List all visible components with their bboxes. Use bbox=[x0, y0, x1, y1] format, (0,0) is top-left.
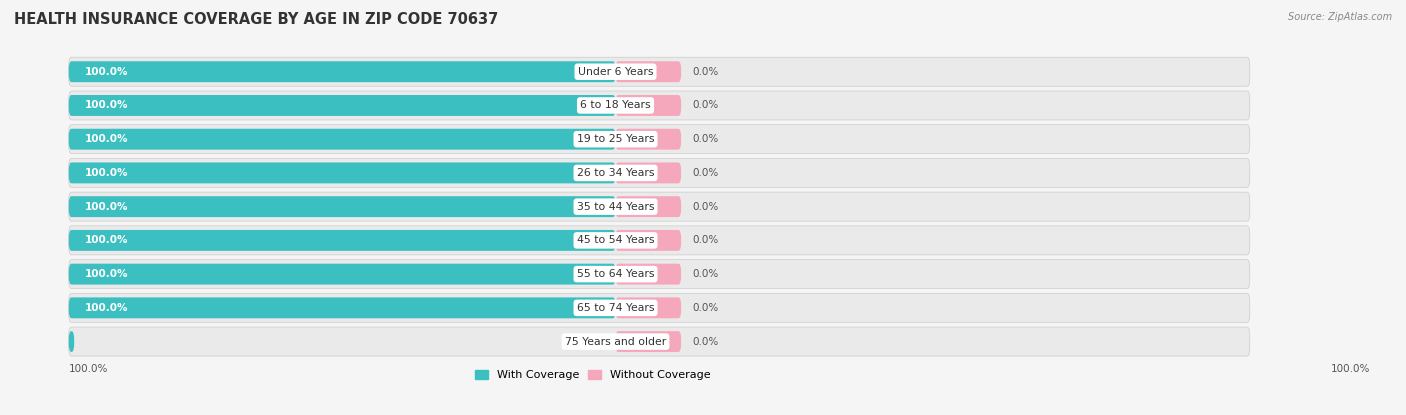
Text: 35 to 44 Years: 35 to 44 Years bbox=[576, 202, 654, 212]
Text: 100.0%: 100.0% bbox=[86, 67, 128, 77]
Text: 45 to 54 Years: 45 to 54 Years bbox=[576, 235, 654, 245]
FancyBboxPatch shape bbox=[69, 298, 616, 318]
Text: 26 to 34 Years: 26 to 34 Years bbox=[576, 168, 654, 178]
Text: 0.0%: 0.0% bbox=[692, 202, 718, 212]
FancyBboxPatch shape bbox=[69, 293, 1250, 322]
Text: 100.0%: 100.0% bbox=[1330, 364, 1369, 374]
Text: 19 to 25 Years: 19 to 25 Years bbox=[576, 134, 654, 144]
Text: 0.0%: 0.0% bbox=[692, 134, 718, 144]
Text: 0.0%: 0.0% bbox=[692, 235, 718, 245]
Text: 100.0%: 100.0% bbox=[86, 100, 128, 110]
Text: HEALTH INSURANCE COVERAGE BY AGE IN ZIP CODE 70637: HEALTH INSURANCE COVERAGE BY AGE IN ZIP … bbox=[14, 12, 498, 27]
FancyBboxPatch shape bbox=[69, 129, 616, 150]
FancyBboxPatch shape bbox=[616, 95, 681, 116]
Text: 100.0%: 100.0% bbox=[86, 303, 128, 313]
FancyBboxPatch shape bbox=[69, 230, 616, 251]
Text: 100.0%: 100.0% bbox=[86, 202, 128, 212]
FancyBboxPatch shape bbox=[69, 162, 616, 183]
Text: 100.0%: 100.0% bbox=[86, 269, 128, 279]
Text: 0.0%: 0.0% bbox=[692, 67, 718, 77]
Text: 6 to 18 Years: 6 to 18 Years bbox=[581, 100, 651, 110]
Text: 100.0%: 100.0% bbox=[86, 168, 128, 178]
FancyBboxPatch shape bbox=[69, 226, 1250, 255]
FancyBboxPatch shape bbox=[69, 196, 616, 217]
FancyBboxPatch shape bbox=[616, 129, 681, 150]
Text: 100.0%: 100.0% bbox=[69, 364, 108, 374]
FancyBboxPatch shape bbox=[69, 95, 616, 116]
FancyBboxPatch shape bbox=[616, 162, 681, 183]
FancyBboxPatch shape bbox=[616, 230, 681, 251]
Text: 0.0%: 0.0% bbox=[692, 269, 718, 279]
FancyBboxPatch shape bbox=[69, 331, 75, 352]
Text: 0.0%: 0.0% bbox=[692, 337, 718, 347]
FancyBboxPatch shape bbox=[69, 159, 1250, 188]
Text: 0.0%: 0.0% bbox=[692, 303, 718, 313]
FancyBboxPatch shape bbox=[69, 124, 1250, 154]
Text: 0.0%: 0.0% bbox=[692, 100, 718, 110]
FancyBboxPatch shape bbox=[69, 61, 616, 82]
Text: 100.0%: 100.0% bbox=[86, 134, 128, 144]
Text: Source: ZipAtlas.com: Source: ZipAtlas.com bbox=[1288, 12, 1392, 22]
FancyBboxPatch shape bbox=[616, 196, 681, 217]
FancyBboxPatch shape bbox=[69, 260, 1250, 288]
Text: 100.0%: 100.0% bbox=[86, 235, 128, 245]
FancyBboxPatch shape bbox=[69, 57, 1250, 86]
FancyBboxPatch shape bbox=[616, 61, 681, 82]
Legend: With Coverage, Without Coverage: With Coverage, Without Coverage bbox=[470, 366, 716, 385]
FancyBboxPatch shape bbox=[69, 264, 616, 285]
Text: 65 to 74 Years: 65 to 74 Years bbox=[576, 303, 654, 313]
FancyBboxPatch shape bbox=[69, 192, 1250, 221]
FancyBboxPatch shape bbox=[616, 331, 681, 352]
FancyBboxPatch shape bbox=[69, 327, 1250, 356]
FancyBboxPatch shape bbox=[69, 91, 1250, 120]
Text: 0.0%: 0.0% bbox=[692, 168, 718, 178]
Text: 75 Years and older: 75 Years and older bbox=[565, 337, 666, 347]
Text: 55 to 64 Years: 55 to 64 Years bbox=[576, 269, 654, 279]
FancyBboxPatch shape bbox=[616, 264, 681, 285]
Text: 0.0%: 0.0% bbox=[578, 337, 605, 347]
FancyBboxPatch shape bbox=[616, 298, 681, 318]
Text: Under 6 Years: Under 6 Years bbox=[578, 67, 654, 77]
